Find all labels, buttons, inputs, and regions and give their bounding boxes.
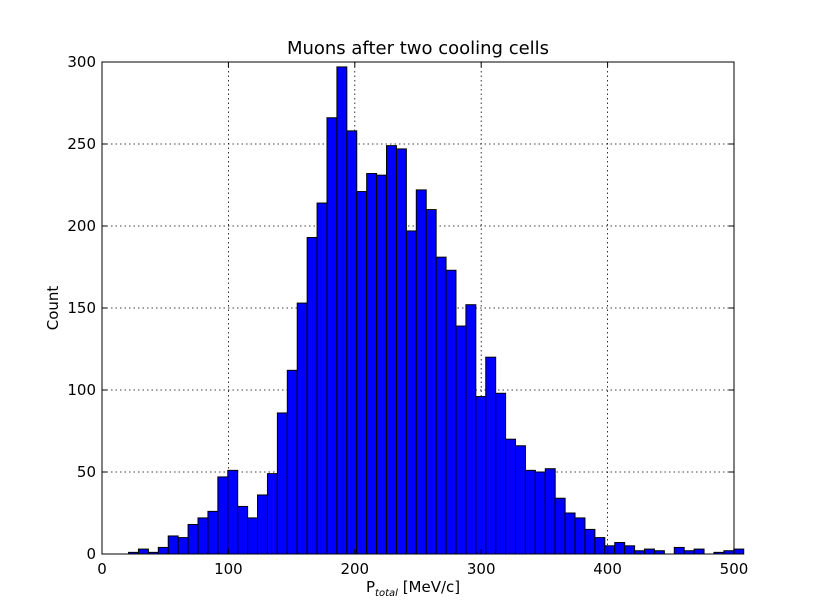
histogram-bar bbox=[435, 256, 447, 555]
histogram-bar bbox=[187, 523, 199, 555]
histogram-bar bbox=[276, 412, 288, 555]
histogram-bar bbox=[445, 269, 457, 555]
y-tick-label: 200 bbox=[67, 217, 96, 235]
y-tick-label: 150 bbox=[67, 299, 96, 317]
histogram-bar bbox=[316, 202, 328, 555]
histogram-bar bbox=[425, 209, 437, 555]
histogram-bar bbox=[167, 535, 179, 555]
histogram-bar bbox=[465, 304, 477, 555]
y-tick-label: 250 bbox=[67, 135, 96, 153]
histogram-bar bbox=[495, 392, 507, 555]
histogram-bar bbox=[614, 542, 626, 555]
histogram-bar bbox=[336, 66, 348, 555]
histogram-bar bbox=[177, 537, 189, 555]
histogram-bar bbox=[386, 145, 397, 555]
histogram-bar bbox=[584, 528, 596, 555]
histogram-bar bbox=[227, 469, 239, 555]
histogram-bar bbox=[624, 545, 636, 555]
y-tick-label: 300 bbox=[67, 53, 96, 71]
histogram-bar bbox=[197, 517, 209, 555]
histogram-bar bbox=[237, 505, 249, 555]
histogram-bar bbox=[574, 517, 586, 555]
histogram-bar bbox=[266, 473, 278, 555]
histogram-bar bbox=[485, 356, 497, 555]
histogram-bar bbox=[544, 468, 556, 555]
histogram-bar bbox=[505, 438, 517, 555]
y-tick-label: 100 bbox=[67, 381, 96, 399]
ticks-layer: 0 100 200 300 400 500 0 50 100 150 200 250 300 bbox=[67, 53, 748, 578]
histogram-bar bbox=[693, 548, 705, 555]
x-tick-label: 400 bbox=[593, 560, 622, 578]
histogram-bar bbox=[564, 512, 576, 555]
x-tick-label: 200 bbox=[340, 560, 369, 578]
histogram-bar bbox=[475, 396, 487, 555]
histogram-bar bbox=[376, 174, 388, 555]
x-tick-label: 300 bbox=[467, 560, 496, 578]
histogram-bar bbox=[405, 230, 417, 555]
histogram-bar bbox=[644, 548, 655, 555]
x-tick-label: 100 bbox=[214, 560, 243, 578]
histogram-bar bbox=[286, 369, 298, 555]
histogram-bar bbox=[604, 545, 616, 555]
histogram-bar bbox=[415, 189, 427, 555]
histogram-bar bbox=[306, 236, 318, 555]
histogram-bar bbox=[733, 548, 745, 555]
histogram-bar bbox=[296, 302, 308, 555]
bars-layer bbox=[128, 66, 745, 555]
histogram-bar bbox=[157, 546, 169, 555]
histogram-bar bbox=[515, 445, 526, 555]
histogram-bar bbox=[257, 494, 268, 555]
histogram-bar bbox=[346, 130, 358, 555]
histogram-bar bbox=[673, 546, 685, 555]
histogram-bar bbox=[395, 148, 407, 555]
histogram-bar bbox=[247, 517, 259, 555]
histogram-bar bbox=[554, 497, 566, 555]
histogram-bar bbox=[524, 469, 536, 555]
x-axis-title: Ptotal [MeV/c] bbox=[366, 578, 460, 599]
y-axis-title: Count bbox=[44, 286, 62, 331]
histogram-bar bbox=[137, 548, 149, 555]
histogram-bar bbox=[207, 510, 219, 555]
histogram-bar bbox=[217, 476, 229, 555]
histogram-bar bbox=[356, 191, 368, 555]
chart-title: Muons after two cooling cells bbox=[287, 38, 549, 59]
histogram-bar bbox=[594, 537, 606, 555]
histogram-bar bbox=[326, 117, 338, 555]
histogram-bar bbox=[534, 471, 546, 555]
x-tick-label: 0 bbox=[97, 560, 107, 578]
y-tick-label: 50 bbox=[77, 463, 96, 481]
histogram-bar bbox=[455, 325, 467, 555]
y-tick-label: 0 bbox=[86, 545, 96, 563]
histogram-bar bbox=[366, 173, 378, 555]
x-tick-label: 500 bbox=[720, 560, 749, 578]
